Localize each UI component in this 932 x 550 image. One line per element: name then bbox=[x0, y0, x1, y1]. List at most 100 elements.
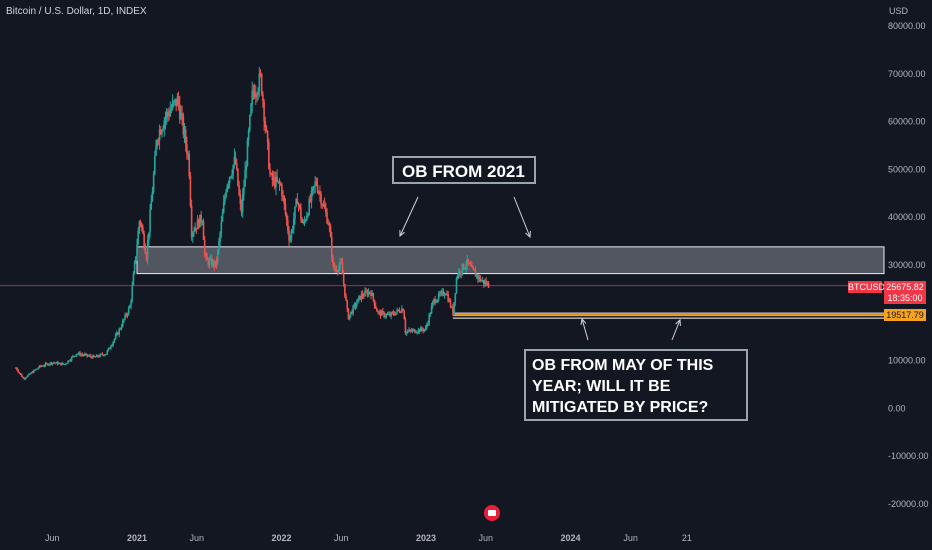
candle-body bbox=[159, 129, 162, 135]
candle-body bbox=[78, 352, 80, 354]
candle-body bbox=[61, 363, 63, 366]
candle-body bbox=[175, 99, 177, 107]
candle-body bbox=[142, 227, 144, 234]
candle-body bbox=[302, 222, 305, 224]
candle-body bbox=[194, 227, 196, 232]
candle-body bbox=[276, 176, 278, 182]
candle-body bbox=[209, 258, 212, 260]
candle-body bbox=[104, 354, 106, 356]
candle-body bbox=[23, 378, 25, 380]
candle-body bbox=[423, 329, 426, 331]
candle-body bbox=[314, 181, 316, 186]
candle-body bbox=[182, 115, 185, 135]
candle-body bbox=[137, 230, 139, 245]
candle-body bbox=[431, 301, 434, 307]
candle-body bbox=[380, 311, 383, 316]
candle-body bbox=[94, 356, 97, 358]
candle-body bbox=[189, 175, 192, 206]
annotation-ob-may[interactable]: OB FROM MAY OF THIS YEAR; WILL IT BE MIT… bbox=[524, 349, 748, 421]
candle-body bbox=[127, 307, 130, 314]
candle-body bbox=[453, 302, 455, 315]
candle-body bbox=[336, 270, 339, 272]
candle-body bbox=[83, 354, 86, 356]
candle-body bbox=[202, 221, 205, 240]
candle-body bbox=[161, 130, 163, 135]
candle-body bbox=[140, 223, 143, 228]
candle-body bbox=[124, 314, 126, 320]
candle-body bbox=[486, 282, 489, 285]
candle-body bbox=[348, 314, 351, 320]
y-tick-label: 30000.00 bbox=[888, 260, 926, 270]
candle-body bbox=[91, 356, 93, 359]
candle-body bbox=[243, 186, 245, 195]
candle-body bbox=[98, 356, 100, 358]
candle-body bbox=[240, 204, 243, 213]
candle-body bbox=[347, 308, 350, 320]
candle-body bbox=[393, 314, 396, 316]
candle-body bbox=[131, 285, 134, 301]
candle-body bbox=[421, 327, 423, 330]
candle-body bbox=[85, 353, 87, 355]
candle-body bbox=[225, 191, 227, 197]
candle-body bbox=[291, 228, 294, 231]
candle-body bbox=[177, 96, 180, 105]
candle-body bbox=[341, 262, 344, 275]
candle-body bbox=[295, 199, 297, 207]
candle-body bbox=[399, 312, 402, 314]
candle-body bbox=[36, 368, 39, 370]
candle-body bbox=[205, 253, 207, 257]
candle-body bbox=[108, 347, 111, 349]
candle-body bbox=[332, 256, 334, 263]
candle-body bbox=[460, 272, 463, 274]
candle-body bbox=[232, 165, 235, 175]
candle-body bbox=[435, 301, 438, 303]
candle-body bbox=[239, 194, 242, 205]
candle-body bbox=[363, 296, 365, 298]
candle-body bbox=[241, 194, 244, 213]
candle-body bbox=[81, 354, 84, 356]
candle-body bbox=[181, 113, 183, 116]
candle-body bbox=[346, 300, 349, 309]
candle-body bbox=[418, 329, 421, 332]
candle-body bbox=[481, 280, 484, 282]
candle-body bbox=[80, 354, 82, 356]
candle-body bbox=[463, 268, 466, 270]
candle-body bbox=[206, 256, 208, 260]
candle-body bbox=[162, 128, 164, 131]
candle-body bbox=[178, 104, 181, 120]
candle-body bbox=[434, 298, 436, 303]
candle-body bbox=[351, 311, 353, 314]
candle-body bbox=[212, 261, 214, 266]
candle-body bbox=[320, 194, 322, 205]
candle-body bbox=[258, 73, 261, 91]
us-flag-icon[interactable] bbox=[484, 505, 500, 521]
candle-body bbox=[148, 232, 150, 241]
candle-body bbox=[42, 365, 44, 367]
candle-body bbox=[211, 258, 213, 266]
candle-body bbox=[72, 355, 74, 357]
candle-body bbox=[117, 332, 119, 335]
candle-body bbox=[275, 176, 277, 188]
candle-body bbox=[135, 256, 137, 262]
candle-body bbox=[278, 180, 281, 184]
x-tick-label: Jun bbox=[190, 533, 205, 543]
last-price-tag: 25675.82 bbox=[884, 281, 926, 293]
candle-body bbox=[152, 173, 155, 192]
candle-body bbox=[121, 320, 124, 327]
candle-body bbox=[215, 260, 218, 264]
candle-body bbox=[308, 199, 311, 215]
candle-body bbox=[471, 265, 473, 267]
candle-body bbox=[173, 101, 175, 103]
candle-body bbox=[416, 332, 419, 334]
candle-body bbox=[268, 142, 270, 169]
candle-body bbox=[427, 323, 429, 325]
arrow-to-ob-left bbox=[581, 318, 589, 341]
candle-body bbox=[102, 354, 105, 356]
annotation-ob-2021[interactable]: OB FROM 2021 bbox=[392, 156, 536, 184]
candle-body bbox=[139, 221, 142, 224]
y-tick-label: 70000.00 bbox=[888, 69, 926, 79]
candle-body bbox=[449, 300, 452, 308]
candle-body bbox=[105, 353, 107, 355]
